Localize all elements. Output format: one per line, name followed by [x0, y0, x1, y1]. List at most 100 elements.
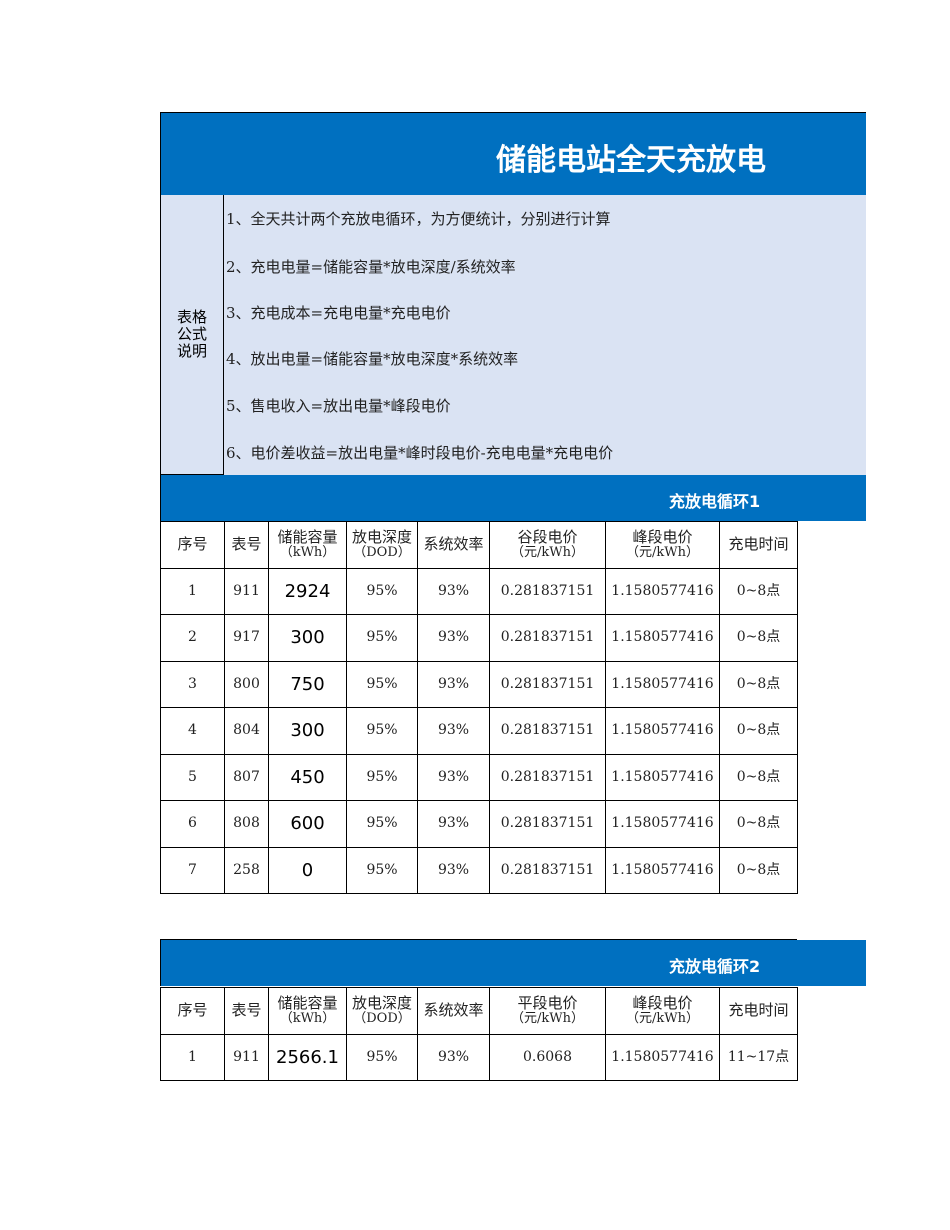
- table-cell: 300: [268, 707, 347, 755]
- header-unit: （kWh）: [279, 1010, 336, 1026]
- header-unit: （元/kWh）: [626, 1010, 699, 1026]
- table-row: 1 911 2924 95% 93% 0.281837151 1.1580577416 0~8…: [160, 567, 798, 615]
- explanation-line: 6、电价差收益=放出电量*峰时段电价-充电电量*充电电价: [226, 444, 614, 462]
- table-cell: 6: [160, 800, 225, 848]
- table-cell: 1.1580577416: [605, 707, 720, 755]
- header-label: 充电时间: [728, 535, 789, 554]
- table-cell: 0~8点: [719, 846, 798, 894]
- column-header: 表号: [224, 521, 269, 569]
- cycle1-title: 充放电循环1: [669, 492, 761, 511]
- column-header: 系统效率: [417, 521, 490, 569]
- column-header: 平段电价 （元/kWh）: [489, 987, 606, 1035]
- table-cell: 911: [224, 567, 269, 615]
- explanation-line: 4、放出电量=储能容量*放电深度*系统效率: [226, 350, 519, 368]
- header-unit: （DOD）: [353, 544, 411, 560]
- table-cell: 95%: [346, 614, 418, 662]
- table-cell: 0~8点: [719, 707, 798, 755]
- column-header: 峰段电价 （元/kWh）: [605, 987, 720, 1035]
- table-cell: 95%: [346, 660, 418, 708]
- header-label: 序号: [177, 535, 208, 554]
- header-label: 放电深度: [351, 527, 412, 546]
- table-row: 5 807 450 95% 93% 0.281837151 1.1580577416 0~8点: [160, 753, 798, 801]
- explanation-line: 1、全天共计两个充放电循环，为方便统计，分别进行计算: [226, 210, 611, 228]
- table-cell: 7: [160, 846, 225, 894]
- column-header: 储能容量 （kWh）: [268, 987, 347, 1035]
- table-cell: 0.281837151: [489, 707, 606, 755]
- table-cell: 808: [224, 800, 269, 848]
- table-cell: 1.1580577416: [605, 1033, 720, 1081]
- table-cell: 1.1580577416: [605, 800, 720, 848]
- header-label: 平段电价: [517, 993, 578, 1012]
- header-label: 峰段电价: [632, 993, 693, 1012]
- table-cell: 95%: [346, 567, 418, 615]
- table-cell: 93%: [417, 800, 490, 848]
- table-row: 6 808 600 95% 93% 0.281837151 1.1580577416 0~8点: [160, 800, 798, 848]
- table-cell: 1.1580577416: [605, 567, 720, 615]
- column-header: 系统效率: [417, 987, 490, 1035]
- table-cell: 95%: [346, 707, 418, 755]
- table-row: 4 804 300 95% 93% 0.281837151 1.1580577416 0~8点: [160, 707, 798, 755]
- table-cell: 95%: [346, 800, 418, 848]
- table-cell: 95%: [346, 753, 418, 801]
- header-label: 储能容量: [277, 993, 338, 1012]
- explanation-line: 2、充电电量=储能容量*放电深度/系统效率: [226, 258, 516, 276]
- table-cell: 93%: [417, 614, 490, 662]
- table-cell: 0.281837151: [489, 753, 606, 801]
- header-label: 系统效率: [423, 1001, 484, 1020]
- column-header: 充电时间: [719, 521, 798, 569]
- column-header: 放电深度 （DOD）: [346, 987, 418, 1035]
- cycle2-table: 序号 表号 储能容量 （kWh） 放电深度 （DOD） 系统效率 平段电价 （元/kWh） 峰段电…: [160, 987, 798, 1081]
- table-cell: 450: [268, 753, 347, 801]
- column-header: 表号: [224, 987, 269, 1035]
- table-cell: 2: [160, 614, 225, 662]
- column-header: 储能容量 （kWh）: [268, 521, 347, 569]
- header-unit: （元/kWh）: [511, 544, 584, 560]
- table-cell: 1.1580577416: [605, 846, 720, 894]
- table-cell: 93%: [417, 567, 490, 615]
- header-label: 放电深度: [351, 993, 412, 1012]
- table-row: 7 258 0 95% 93% 0.281837151 1.1580577416 0~8点: [160, 846, 798, 894]
- table-cell: 95%: [346, 1033, 418, 1081]
- column-header: 峰段电价 （元/kWh）: [605, 521, 720, 569]
- header-label: 储能容量: [277, 527, 338, 546]
- table-cell: 93%: [417, 753, 490, 801]
- column-header: 充电时间: [719, 987, 798, 1035]
- table-cell: 93%: [417, 660, 490, 708]
- header-label: 充电时间: [728, 1001, 789, 1020]
- table-cell: 93%: [417, 1033, 490, 1081]
- header-unit: （DOD）: [353, 1010, 411, 1026]
- cycle1-banner: 充放电循环1: [160, 475, 866, 521]
- header-label: 系统效率: [423, 535, 484, 554]
- table-row: 1 911 2566.1 95% 93% 0.6068 1.1580577416 11~17点: [160, 1033, 798, 1081]
- table-cell: 750: [268, 660, 347, 708]
- table-cell: 0.281837151: [489, 660, 606, 708]
- table-cell: 0~8点: [719, 800, 798, 848]
- table-cell: 2924: [268, 567, 347, 615]
- table-cell: 807: [224, 753, 269, 801]
- explanation-line: 5、售电收入=放出电量*峰段电价: [226, 397, 451, 415]
- cycle2-title: 充放电循环2: [669, 957, 761, 976]
- table-cell: 5: [160, 753, 225, 801]
- column-header: 序号: [160, 987, 225, 1035]
- cycle2-banner: 充放电循环2: [160, 940, 866, 986]
- column-header: 放电深度 （DOD）: [346, 521, 418, 569]
- table-cell: 0.281837151: [489, 567, 606, 615]
- header-unit: （元/kWh）: [626, 544, 699, 560]
- explanation-panel: [160, 195, 866, 475]
- table-cell: 0.281837151: [489, 614, 606, 662]
- table-cell: 93%: [417, 707, 490, 755]
- table-cell: 917: [224, 614, 269, 662]
- table-cell: 0~8点: [719, 614, 798, 662]
- table-cell: 0.281837151: [489, 846, 606, 894]
- table-cell: 1.1580577416: [605, 614, 720, 662]
- table-cell: 0: [268, 846, 347, 894]
- header-unit: （kWh）: [279, 544, 336, 560]
- table-cell: 800: [224, 660, 269, 708]
- column-header: 序号: [160, 521, 225, 569]
- table-cell: 3: [160, 660, 225, 708]
- table-cell: 11~17点: [719, 1033, 798, 1081]
- explanation-label: 表格公式说明: [160, 195, 224, 475]
- table-cell: 300: [268, 614, 347, 662]
- header-label: 表号: [231, 535, 262, 554]
- table-cell: 1.1580577416: [605, 753, 720, 801]
